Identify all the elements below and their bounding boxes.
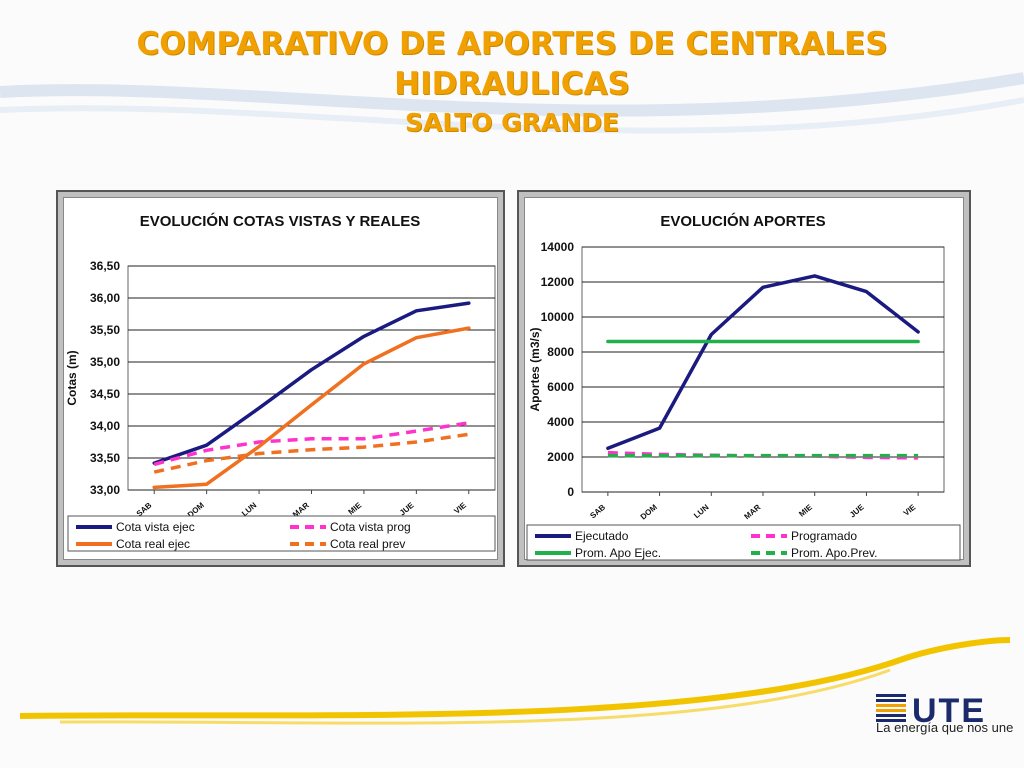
series-line-1 [152, 301, 471, 465]
logo-wordmark: UTE [912, 692, 986, 730]
legend-label: Prom. Apo Ejec. [575, 546, 661, 560]
y-tick-label: 0 [567, 485, 574, 499]
series-line-4 [153, 432, 470, 474]
y-tick-label: 36,00 [90, 291, 120, 305]
x-tick-label: VIE [452, 500, 468, 516]
y-tick-label: 6000 [547, 380, 574, 394]
y-tick-label: 34,00 [90, 419, 120, 433]
accent-swoosh-bottom-2 [59, 668, 891, 725]
slide-title: COMPARATIVO DE APORTES DE CENTRALES [136, 26, 888, 62]
x-tick-label: LUN [240, 501, 259, 519]
chart-cotas: EVOLUCIÓN COTAS VISTAS Y REALES 33,00 33,5… [65, 212, 496, 552]
x-tick-label: JUE [848, 502, 866, 519]
series-line-1 [606, 274, 920, 451]
legend-label: Cota real prev [330, 537, 405, 551]
y-tick-label: 35,50 [90, 323, 120, 337]
y-axis-label: Cotas (m) [65, 350, 79, 405]
x-tick-label: MIE [347, 500, 364, 516]
series-line-2 [153, 421, 470, 467]
y-axis-label: Aportes (m3/s) [528, 327, 542, 411]
background-swoosh-top-2 [0, 97, 1024, 134]
legend-box [526, 524, 961, 561]
x-tick-label: DOM [639, 502, 659, 521]
y-tick-label: 10000 [541, 310, 575, 324]
ute-logo: UTE [876, 692, 986, 730]
background-swoosh-top [0, 72, 1024, 117]
legend-label: Programado [791, 529, 857, 543]
y-tick-label: 12000 [541, 275, 575, 289]
chart-title: EVOLUCIÓN APORTES [660, 212, 825, 230]
y-tick-label: 8000 [547, 345, 574, 359]
logo-mark-icon [876, 694, 906, 722]
chart-panel-aportes: EVOLUCIÓN APORTES 0 2000 4000 6000 8000 10000 1… [517, 190, 971, 567]
x-tick-label: MAR [743, 502, 763, 521]
chart-panel-cotas: EVOLUCIÓN COTAS VISTAS Y REALES 33,00 33,5… [56, 190, 505, 567]
x-tick-label: SAB [588, 502, 607, 520]
slide-title-line2: HIDRAULICAS [394, 66, 630, 102]
y-tick-label: 33,50 [90, 451, 120, 465]
tagline: La energía que nos une [876, 720, 1014, 735]
y-tick-label: 36,50 [90, 259, 120, 273]
legend-label: Ejecutado [575, 529, 629, 543]
legend-box [67, 515, 496, 552]
y-tick-label: 4000 [547, 415, 574, 429]
chart-aportes: EVOLUCIÓN APORTES 0 2000 4000 6000 8000 10000 1… [526, 212, 961, 561]
y-tick-label: 14000 [541, 240, 575, 254]
x-tick-label: JUE [398, 500, 416, 517]
y-tick-label: 2000 [547, 450, 574, 464]
chart-title: EVOLUCIÓN COTAS VISTAS Y REALES [140, 212, 421, 230]
y-tick-label: 35,00 [90, 355, 120, 369]
x-tick-label: VIE [902, 502, 918, 518]
y-tick-label: 33,00 [90, 483, 120, 497]
plot-area [127, 265, 496, 491]
x-tick-label: MIE [797, 502, 814, 518]
legend-label: Cota real ejec [116, 537, 190, 551]
series-line-3 [152, 326, 471, 490]
slide-subtitle: SALTO GRANDE [404, 108, 620, 137]
legend-label: Cota vista prog [330, 520, 411, 534]
legend-label: Cota vista ejec [116, 520, 195, 534]
legend-label: Prom. Apo.Prev. [791, 546, 877, 560]
x-tick-label: LUN [692, 503, 711, 521]
accent-swoosh-bottom [19, 637, 1011, 719]
y-tick-label: 34,50 [90, 387, 120, 401]
